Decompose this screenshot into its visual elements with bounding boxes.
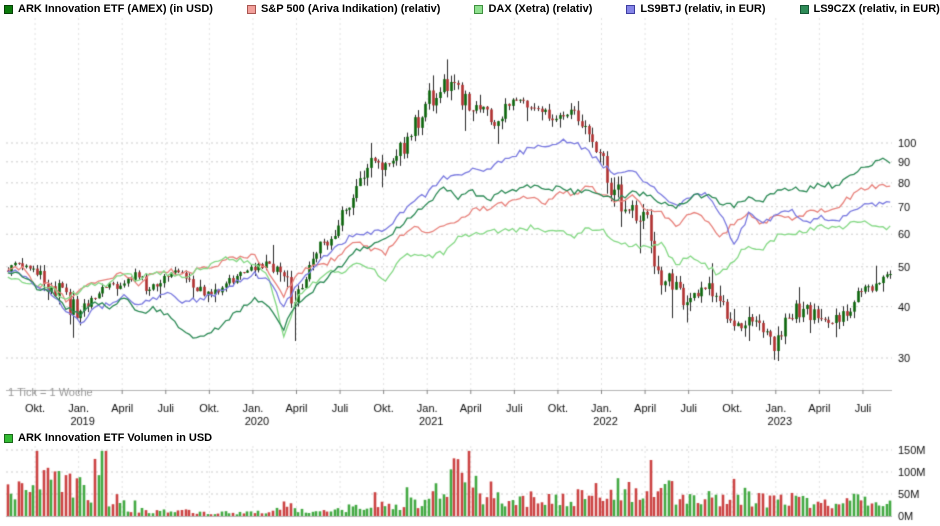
legend-label: LS9CZX (relativ, in EUR) [813,3,940,15]
volume-legend-label: ARK Innovation ETF Volumen in USD [18,432,213,444]
volume-swatch-icon [4,433,13,443]
legend-item-0[interactable]: ARK Innovation ETF (AMEX) (in USD) [4,3,213,15]
main-legend: ARK Innovation ETF (AMEX) (in USD) S&P 50… [4,1,940,17]
legend-label: LS9BTJ (relativ, in EUR) [640,3,766,15]
series-swatch-icon [626,4,636,14]
legend-label: DAX (Xetra) (relativ) [488,3,593,15]
legend-label: S&P 500 (Ariva Indikation) (relativ) [260,3,441,15]
series-swatch-icon [474,4,484,14]
series-swatch-icon [246,4,256,14]
volume-legend: ARK Innovation ETF Volumen in USD [4,430,212,446]
legend-item-3[interactable]: LS9BTJ (relativ, in EUR) [626,3,766,15]
legend-item-1[interactable]: S&P 500 (Ariva Indikation) (relativ) [246,3,441,15]
legend-item-2[interactable]: DAX (Xetra) (relativ) [474,3,592,15]
legend-label: ARK Innovation ETF (AMEX) (in USD) [18,3,213,15]
legend-item-4[interactable]: LS9CZX (relativ, in EUR) [799,3,940,15]
series-swatch-icon [4,4,13,14]
series-swatch-icon [799,4,809,14]
volume-legend-item[interactable]: ARK Innovation ETF Volumen in USD [4,432,212,444]
